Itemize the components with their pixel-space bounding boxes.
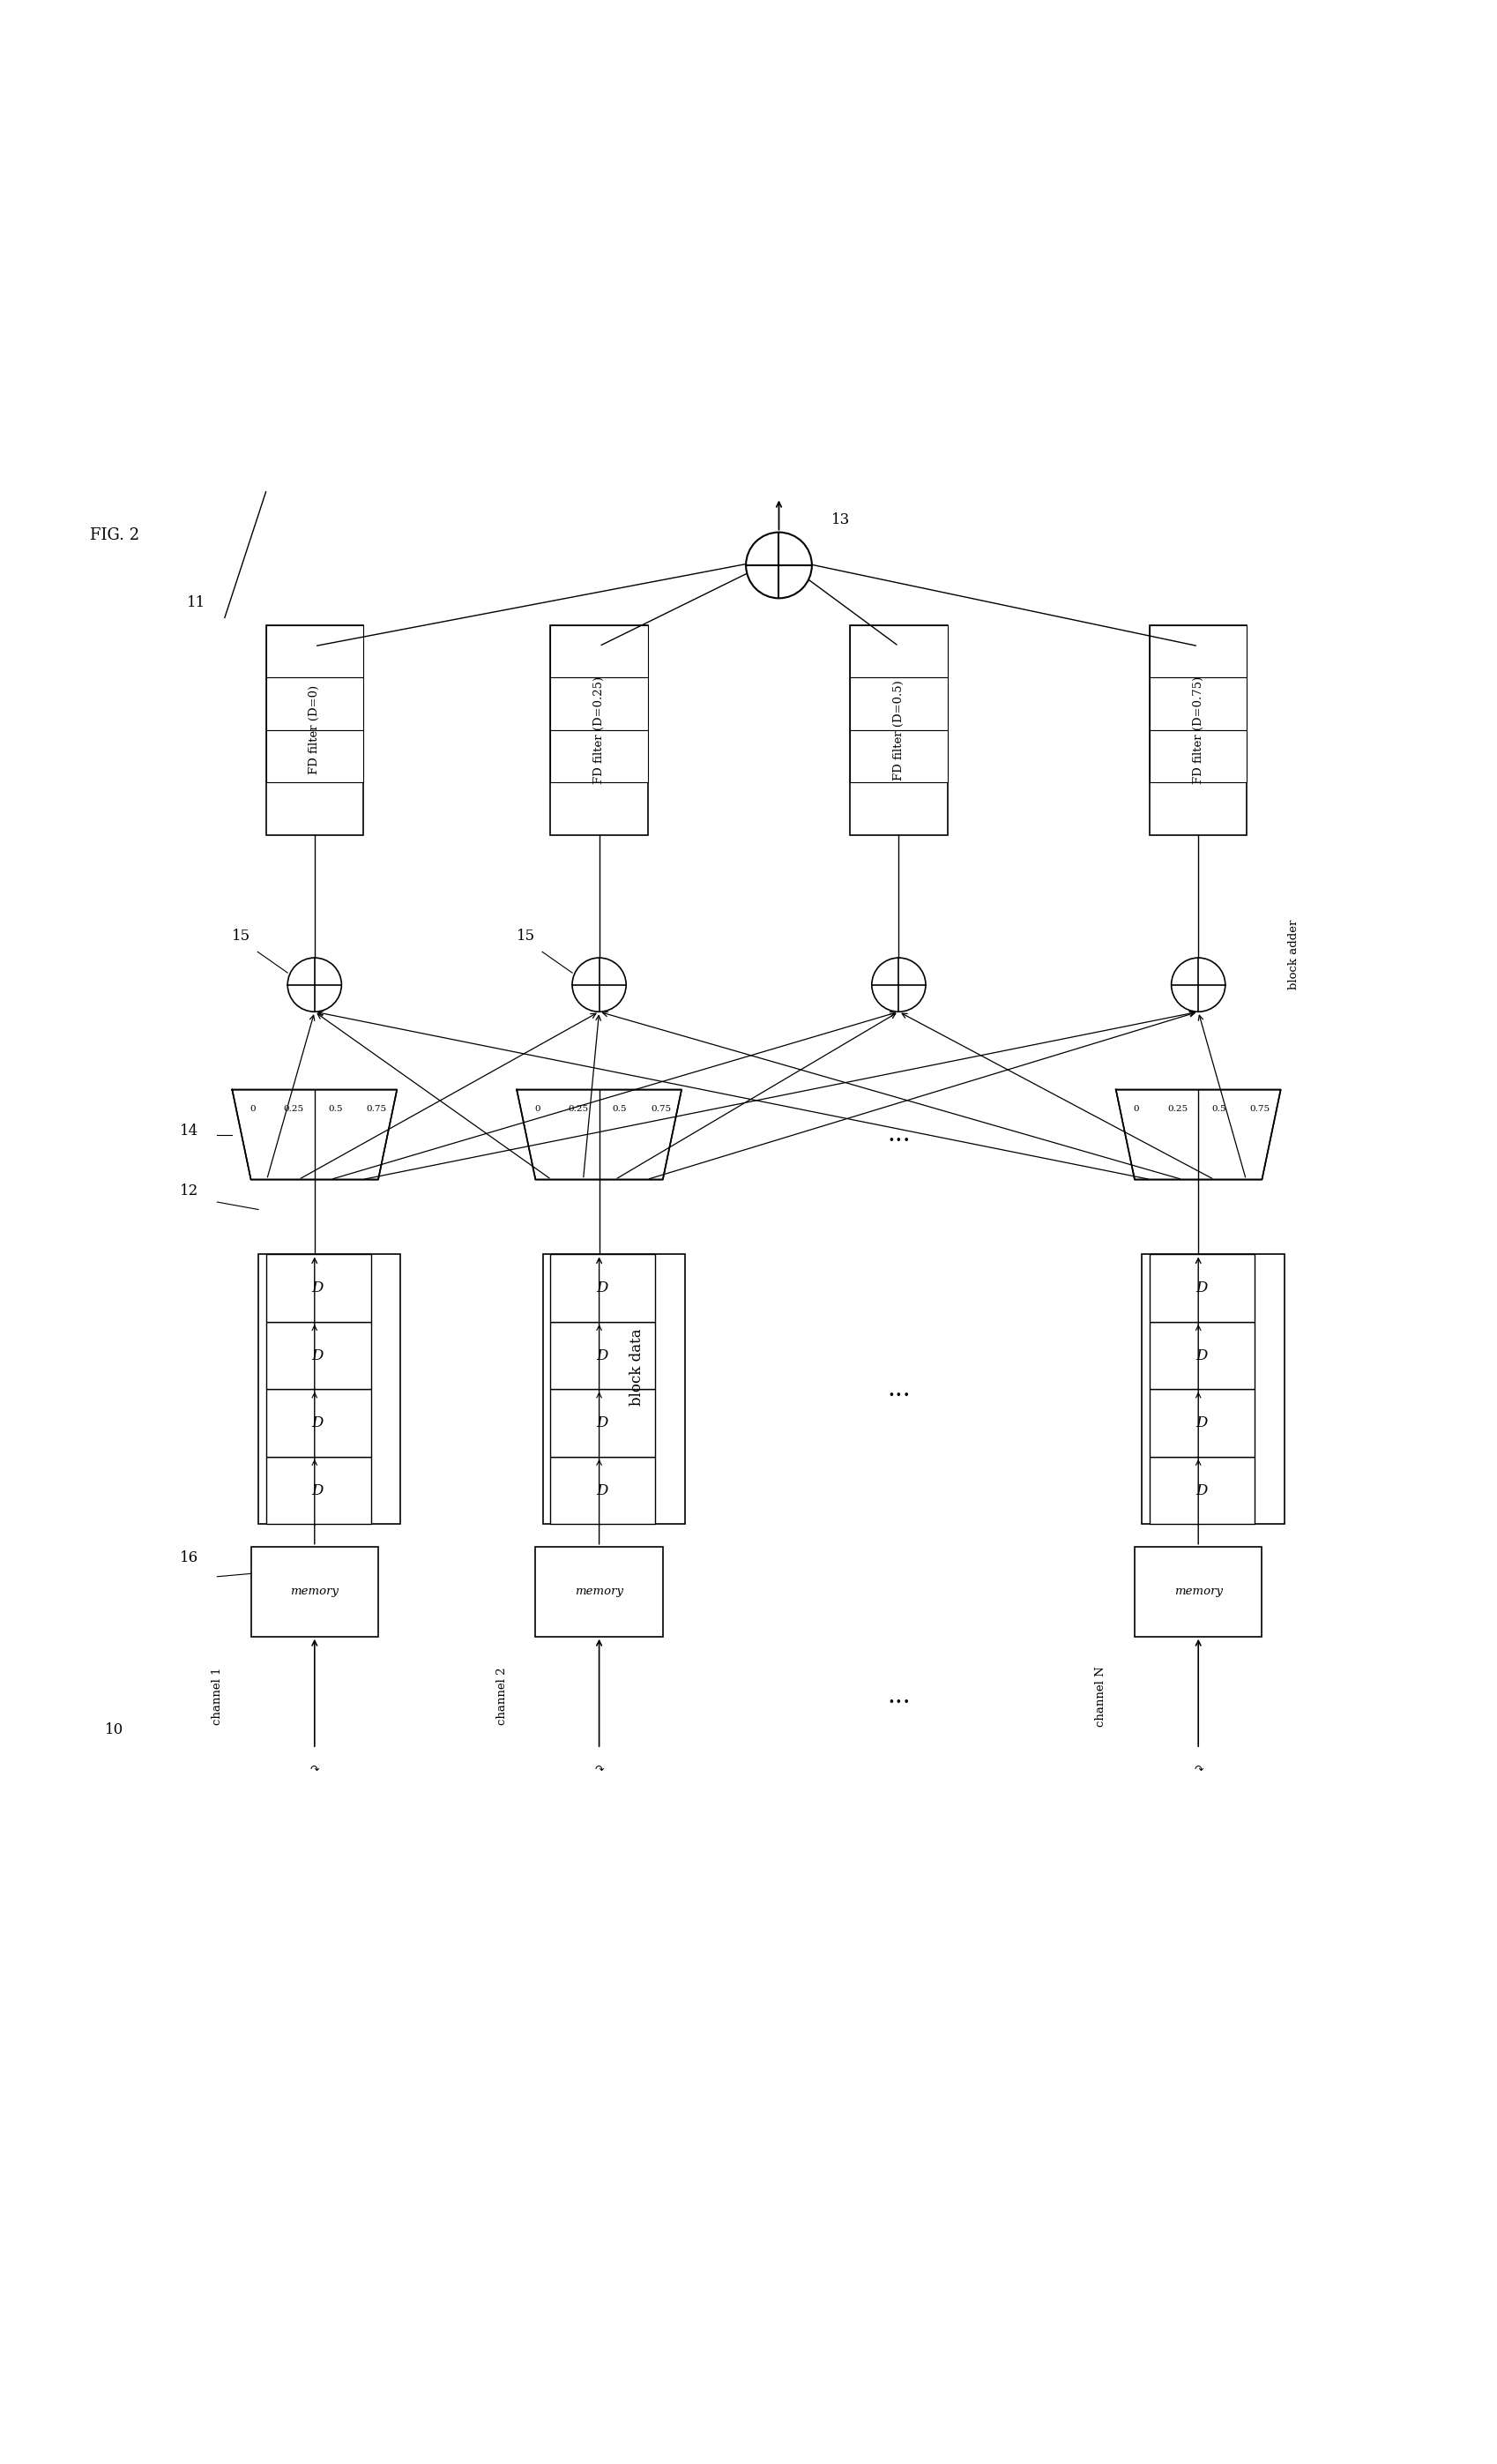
Text: D: D <box>596 1348 608 1363</box>
Text: channel 2: channel 2 <box>496 1668 507 1725</box>
FancyBboxPatch shape <box>1150 626 1246 835</box>
Text: FD filter (D=0.25): FD filter (D=0.25) <box>593 675 605 784</box>
Text: 0: 0 <box>534 1104 540 1114</box>
FancyBboxPatch shape <box>266 1321 371 1390</box>
Text: 0.75: 0.75 <box>1248 1104 1269 1114</box>
FancyBboxPatch shape <box>1150 1456 1254 1525</box>
Text: D: D <box>311 1348 323 1363</box>
FancyBboxPatch shape <box>266 1254 371 1321</box>
Text: 14: 14 <box>180 1124 199 1138</box>
Text: 0.5: 0.5 <box>1211 1104 1226 1114</box>
Text: D: D <box>596 1483 608 1498</box>
Text: 0.25: 0.25 <box>567 1104 588 1114</box>
Text: ...: ... <box>886 1124 910 1146</box>
Text: $\curvearrowright$: $\curvearrowright$ <box>1192 1764 1204 1777</box>
Text: 0.25: 0.25 <box>1166 1104 1187 1114</box>
Text: 11: 11 <box>187 596 207 611</box>
Text: FD filter (D=0): FD filter (D=0) <box>308 685 320 774</box>
Text: memory: memory <box>575 1587 623 1597</box>
Text: 15: 15 <box>232 929 250 944</box>
FancyBboxPatch shape <box>551 1456 656 1525</box>
Text: $\curvearrowright$: $\curvearrowright$ <box>593 1764 605 1777</box>
Text: memory: memory <box>290 1587 338 1597</box>
Text: D: D <box>596 1414 608 1432</box>
Text: D: D <box>1195 1414 1207 1432</box>
Text: ...: ... <box>886 1685 910 1708</box>
FancyBboxPatch shape <box>266 626 362 678</box>
Circle shape <box>871 958 925 1013</box>
Circle shape <box>287 958 341 1013</box>
Circle shape <box>1171 958 1225 1013</box>
FancyBboxPatch shape <box>551 626 648 835</box>
FancyBboxPatch shape <box>1142 1254 1284 1525</box>
Text: 0.75: 0.75 <box>365 1104 386 1114</box>
Text: 12: 12 <box>180 1183 199 1198</box>
Text: 0.25: 0.25 <box>283 1104 304 1114</box>
FancyBboxPatch shape <box>257 1254 400 1525</box>
Text: 16: 16 <box>180 1550 198 1565</box>
Text: FIG. 2: FIG. 2 <box>90 527 139 545</box>
Text: 15: 15 <box>516 929 534 944</box>
Text: D: D <box>1195 1483 1207 1498</box>
FancyBboxPatch shape <box>1150 626 1246 678</box>
FancyBboxPatch shape <box>850 729 948 784</box>
FancyBboxPatch shape <box>250 1547 377 1636</box>
FancyBboxPatch shape <box>1150 1321 1254 1390</box>
Polygon shape <box>232 1089 397 1180</box>
Text: D: D <box>1195 1348 1207 1363</box>
FancyBboxPatch shape <box>266 729 362 784</box>
Text: block data: block data <box>629 1328 644 1404</box>
FancyBboxPatch shape <box>1150 1390 1254 1456</box>
FancyBboxPatch shape <box>536 1547 663 1636</box>
Text: 13: 13 <box>831 513 850 527</box>
FancyBboxPatch shape <box>850 626 948 678</box>
Text: 0.5: 0.5 <box>612 1104 627 1114</box>
FancyBboxPatch shape <box>551 1390 656 1456</box>
FancyBboxPatch shape <box>266 1390 371 1456</box>
FancyBboxPatch shape <box>850 678 948 729</box>
Text: D: D <box>596 1281 608 1296</box>
Text: $\curvearrowright$: $\curvearrowright$ <box>308 1764 320 1777</box>
FancyBboxPatch shape <box>551 626 648 678</box>
Text: D: D <box>311 1414 323 1432</box>
FancyBboxPatch shape <box>543 1254 686 1525</box>
FancyBboxPatch shape <box>266 1456 371 1525</box>
FancyBboxPatch shape <box>551 729 648 784</box>
Text: block adder: block adder <box>1287 919 1299 991</box>
Text: D: D <box>311 1281 323 1296</box>
Text: D: D <box>311 1483 323 1498</box>
FancyBboxPatch shape <box>1135 1547 1260 1636</box>
Text: FD filter (D=0.75): FD filter (D=0.75) <box>1192 675 1204 784</box>
Text: ...: ... <box>886 1377 910 1402</box>
FancyBboxPatch shape <box>266 626 362 835</box>
Text: 0: 0 <box>250 1104 256 1114</box>
Text: 0: 0 <box>1133 1104 1139 1114</box>
Text: FD filter (D=0.5): FD filter (D=0.5) <box>892 680 904 781</box>
Text: 0.5: 0.5 <box>328 1104 343 1114</box>
Text: channel 1: channel 1 <box>211 1668 223 1725</box>
Text: memory: memory <box>1174 1587 1222 1597</box>
Circle shape <box>746 532 811 599</box>
Text: 0.75: 0.75 <box>650 1104 671 1114</box>
FancyBboxPatch shape <box>1150 1254 1254 1321</box>
Polygon shape <box>1115 1089 1280 1180</box>
Text: channel N: channel N <box>1094 1666 1106 1727</box>
FancyBboxPatch shape <box>551 678 648 729</box>
FancyBboxPatch shape <box>1150 678 1246 729</box>
FancyBboxPatch shape <box>850 626 948 835</box>
FancyBboxPatch shape <box>551 1321 656 1390</box>
FancyBboxPatch shape <box>1150 729 1246 784</box>
Text: D: D <box>1195 1281 1207 1296</box>
Polygon shape <box>516 1089 681 1180</box>
FancyBboxPatch shape <box>266 678 362 729</box>
Circle shape <box>572 958 626 1013</box>
FancyBboxPatch shape <box>551 1254 656 1321</box>
Text: 10: 10 <box>105 1722 124 1737</box>
